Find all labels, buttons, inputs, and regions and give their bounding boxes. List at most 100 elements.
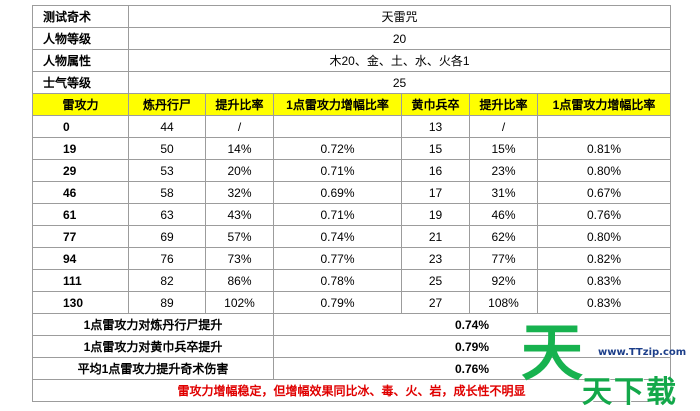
info-value: 20 xyxy=(128,27,671,50)
table-cell: 94 xyxy=(32,247,129,270)
table-row: 77 69 57% 0.74% 21 62% 0.80% xyxy=(32,225,671,248)
table-cell: 0.81% xyxy=(537,137,671,160)
table-row: 94 76 73% 0.77% 23 77% 0.82% xyxy=(32,247,671,270)
info-row: 士气等级 25 xyxy=(32,71,671,94)
note-text: 雷攻力增幅稳定，但增幅效果同比冰、毒、火、岩，成长性不明显 xyxy=(32,379,671,402)
table-cell: 20% xyxy=(205,159,274,182)
table-cell: 102% xyxy=(205,291,274,314)
watermark-text: 天下载 xyxy=(582,375,678,410)
watermark-url: www.TTzip.com xyxy=(598,347,687,358)
table-cell: 86% xyxy=(205,269,274,292)
summary-row: 1点雷攻力对黄巾兵卒提升 0.79% xyxy=(32,335,671,358)
table-cell: 46% xyxy=(469,203,538,226)
column-header: 黄巾兵卒 xyxy=(401,93,470,116)
column-header: 提升比率 xyxy=(469,93,538,116)
table-cell: 92% xyxy=(469,269,538,292)
table-cell: 0.82% xyxy=(537,247,671,270)
info-value: 天雷咒 xyxy=(128,5,671,28)
table-cell: 0.71% xyxy=(273,203,402,226)
summary-label: 平均1点雷攻力提升奇术伤害 xyxy=(32,357,274,380)
column-header: 1点雷攻力增幅比率 xyxy=(273,93,402,116)
table-cell: 62% xyxy=(469,225,538,248)
info-label: 人物属性 xyxy=(32,49,129,72)
table-cell: 44 xyxy=(128,115,206,138)
table-cell: 29 xyxy=(32,159,129,182)
info-label: 测试奇术 xyxy=(32,5,129,28)
table-cell: 0.76% xyxy=(537,203,671,226)
table-cell: 32% xyxy=(205,181,274,204)
watermark-big-char: 天 xyxy=(521,316,584,389)
table-cell: 63 xyxy=(128,203,206,226)
table-cell xyxy=(537,115,671,138)
table-cell: 53 xyxy=(128,159,206,182)
info-label: 士气等级 xyxy=(32,71,129,94)
table-cell: 15% xyxy=(469,137,538,160)
table-row: 130 89 102% 0.79% 27 108% 0.83% xyxy=(32,291,671,314)
table-cell: 108% xyxy=(469,291,538,314)
table-cell: 130 xyxy=(32,291,129,314)
table-cell: 69 xyxy=(128,225,206,248)
table-cell: 111 xyxy=(32,269,129,292)
table-cell: 0.83% xyxy=(537,269,671,292)
info-row: 测试奇术 天雷咒 xyxy=(32,5,671,28)
table-cell: / xyxy=(205,115,274,138)
table-cell: 0.79% xyxy=(273,291,402,314)
table-cell: 17 xyxy=(401,181,470,204)
table-cell: 0.72% xyxy=(273,137,402,160)
table-cell: 14% xyxy=(205,137,274,160)
table-row: 19 50 14% 0.72% 15 15% 0.81% xyxy=(32,137,671,160)
table-cell: 57% xyxy=(205,225,274,248)
info-value: 25 xyxy=(128,71,671,94)
summary-value: 0.74% xyxy=(273,313,671,336)
table-cell: 0.80% xyxy=(537,225,671,248)
summary-label: 1点雷攻力对炼丹行尸提升 xyxy=(32,313,274,336)
table-cell: 16 xyxy=(401,159,470,182)
table-cell: 77 xyxy=(32,225,129,248)
table-cell: 13 xyxy=(401,115,470,138)
table-cell: 0.83% xyxy=(537,291,671,314)
table-cell: 27 xyxy=(401,291,470,314)
table-cell: 0.71% xyxy=(273,159,402,182)
note-row: 雷攻力增幅稳定，但增幅效果同比冰、毒、火、岩，成长性不明显 xyxy=(32,379,671,402)
table-cell: 19 xyxy=(401,203,470,226)
table-cell: 76 xyxy=(128,247,206,270)
table-cell: 0.80% xyxy=(537,159,671,182)
table-cell: 19 xyxy=(32,137,129,160)
summary-label: 1点雷攻力对黄巾兵卒提升 xyxy=(32,335,274,358)
table-row: 111 82 86% 0.78% 25 92% 0.83% xyxy=(32,269,671,292)
table-row: 46 58 32% 0.69% 17 31% 0.67% xyxy=(32,181,671,204)
info-value: 木20、金、土、水、火各1 xyxy=(128,49,671,72)
info-row: 人物等级 20 xyxy=(32,27,671,50)
table-cell: 50 xyxy=(128,137,206,160)
column-header: 1点雷攻力增幅比率 xyxy=(537,93,671,116)
table-cell: 61 xyxy=(32,203,129,226)
summary-row: 1点雷攻力对炼丹行尸提升 0.74% xyxy=(32,313,671,336)
table-row: 0 44/13/ xyxy=(32,115,671,138)
table-cell: 82 xyxy=(128,269,206,292)
table-cell: 23% xyxy=(469,159,538,182)
table-cell: 46 xyxy=(32,181,129,204)
info-row: 人物属性 木20、金、土、水、火各1 xyxy=(32,49,671,72)
table-row: 29 53 20% 0.71% 16 23% 0.80% xyxy=(32,159,671,182)
header-row: 雷攻力 炼丹行尸 提升比率 1点雷攻力增幅比率 黄巾兵卒 提升比率 1点雷攻力增幅比率 xyxy=(32,93,671,116)
table-cell: 89 xyxy=(128,291,206,314)
table-cell: 43% xyxy=(205,203,274,226)
table-cell: 23 xyxy=(401,247,470,270)
table-cell: 77% xyxy=(469,247,538,270)
table-cell: 25 xyxy=(401,269,470,292)
table-cell: 0.74% xyxy=(273,225,402,248)
column-header: 提升比率 xyxy=(205,93,274,116)
table-cell: 0.69% xyxy=(273,181,402,204)
table-row: 61 63 43% 0.71% 19 46% 0.76% xyxy=(32,203,671,226)
table-cell: 21 xyxy=(401,225,470,248)
column-header: 炼丹行尸 xyxy=(128,93,206,116)
table-cell: 0 xyxy=(32,115,129,138)
table-cell: 58 xyxy=(128,181,206,204)
table-cell xyxy=(273,115,402,138)
table-cell: 15 xyxy=(401,137,470,160)
info-label: 人物等级 xyxy=(32,27,129,50)
summary-row: 平均1点雷攻力提升奇术伤害 0.76% xyxy=(32,357,671,380)
table-cell: 0.77% xyxy=(273,247,402,270)
table-cell: 73% xyxy=(205,247,274,270)
